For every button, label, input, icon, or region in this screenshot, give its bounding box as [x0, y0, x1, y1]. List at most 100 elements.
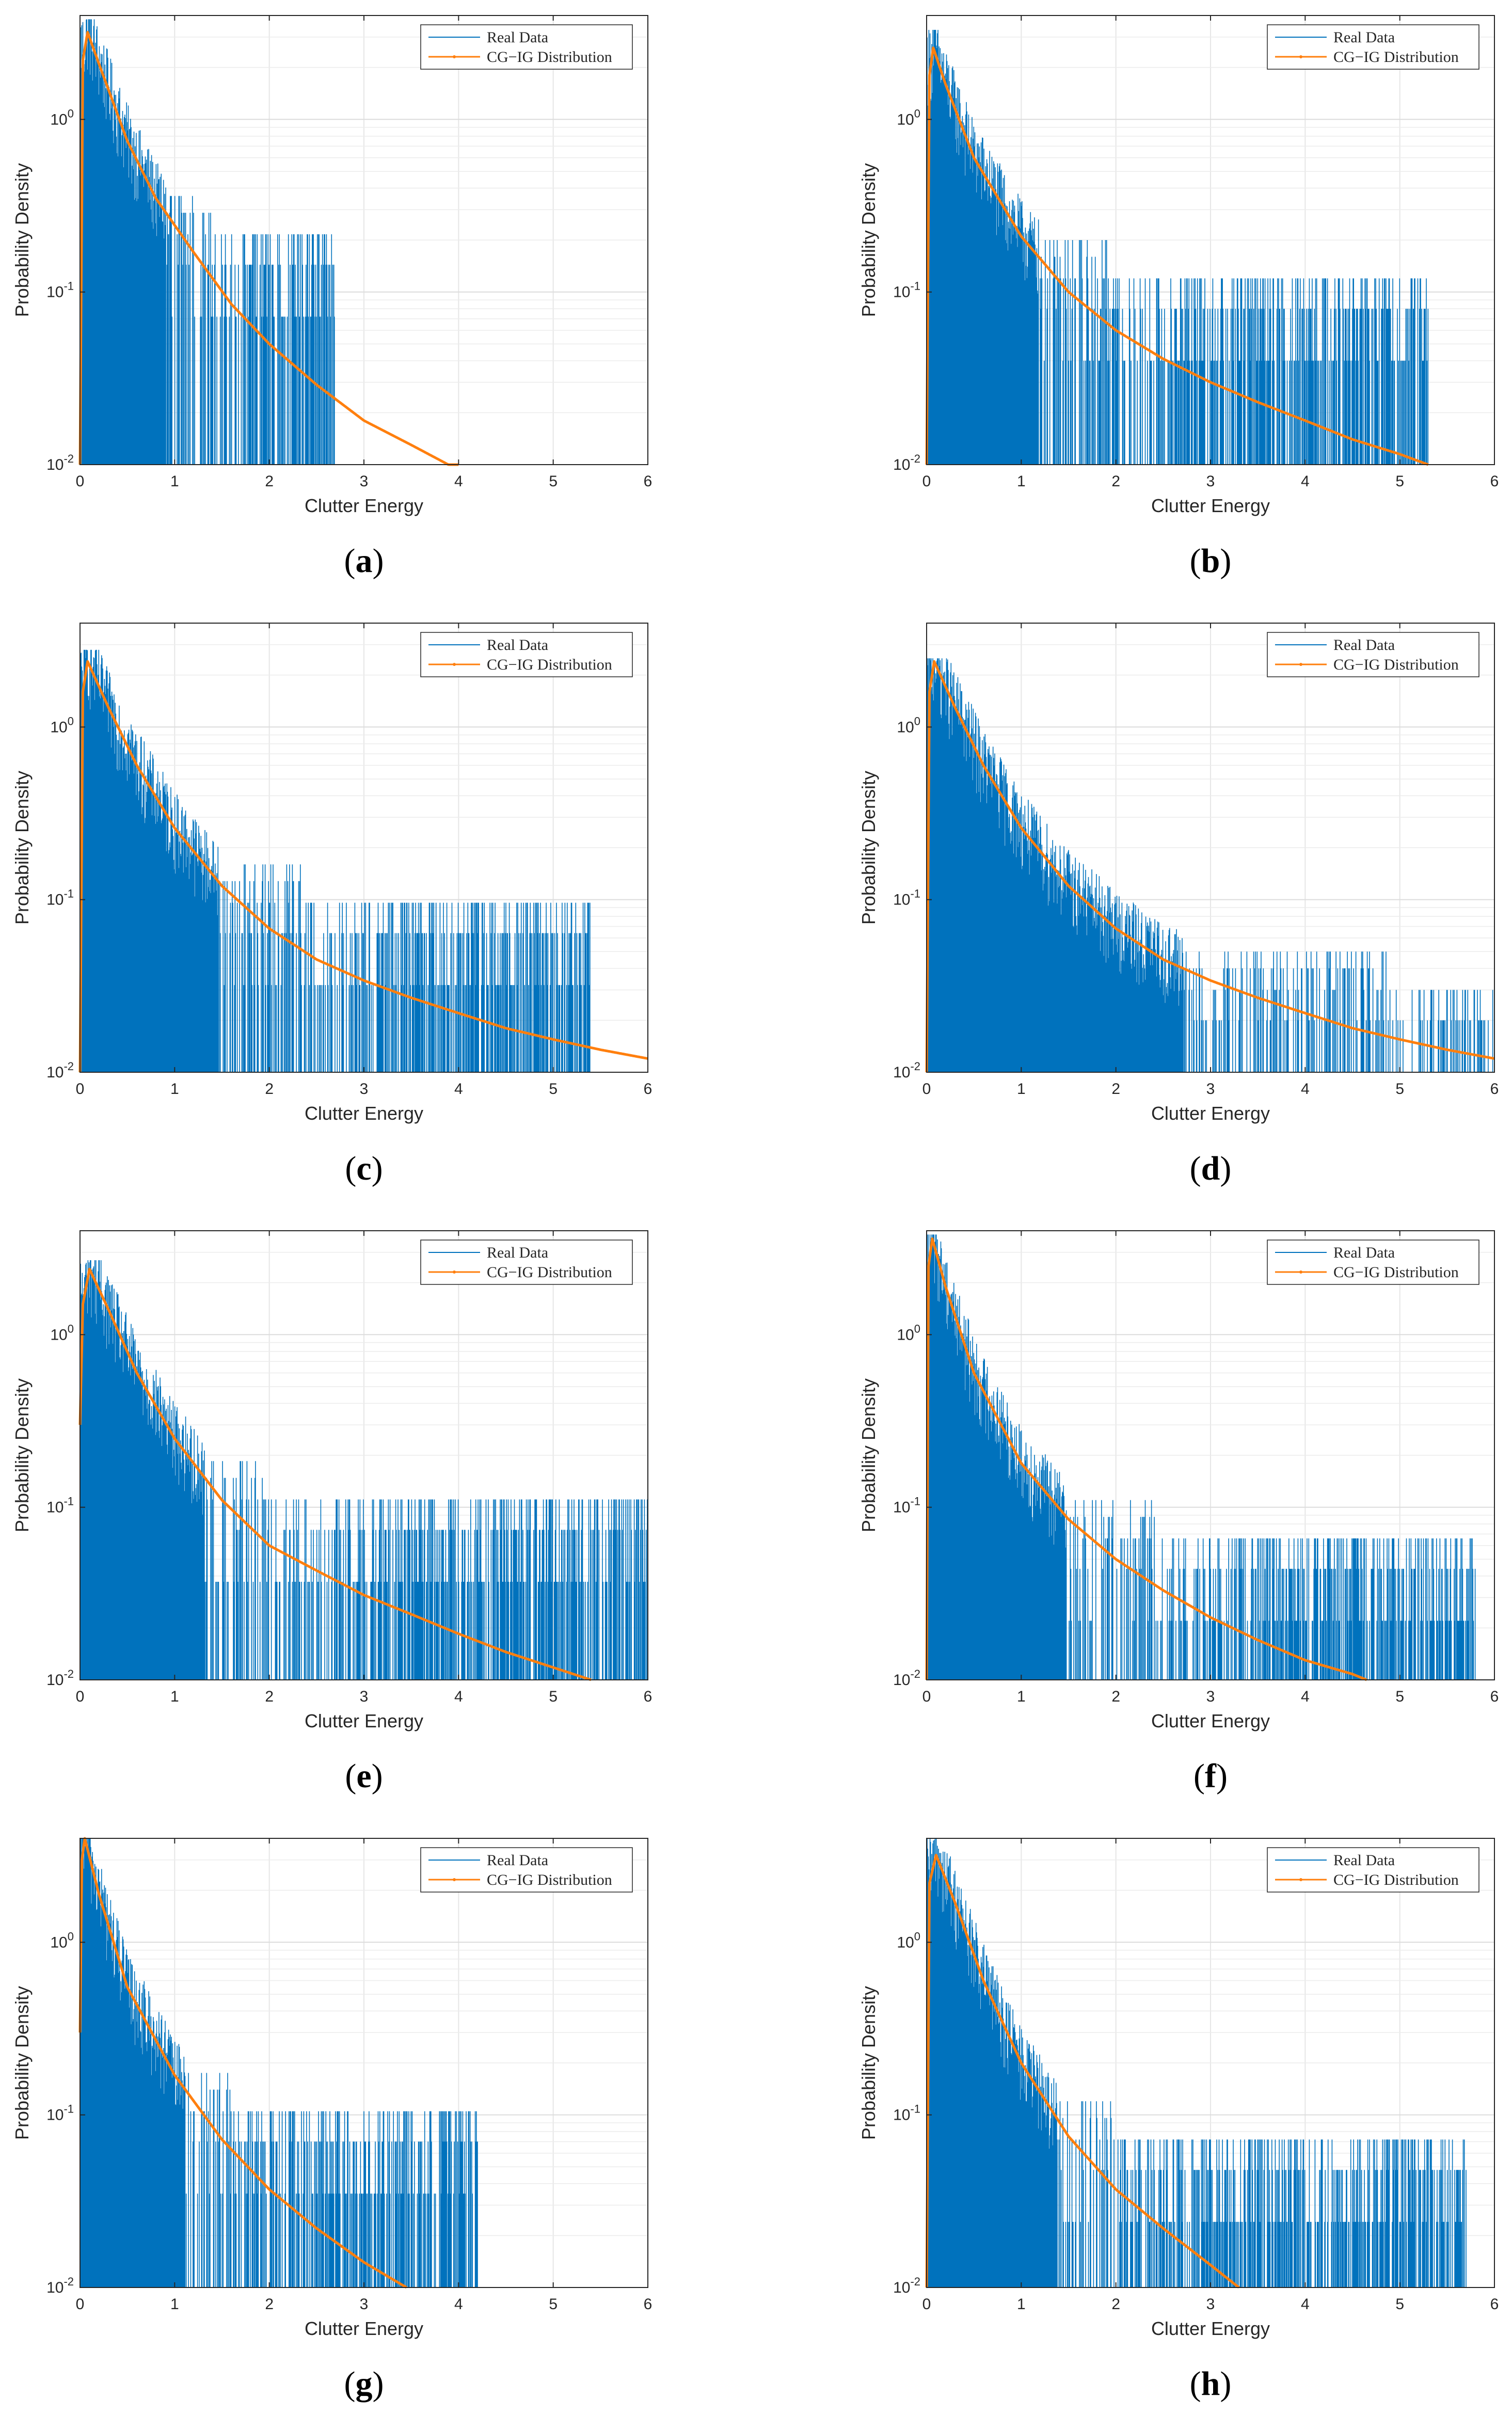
y-tick-label: 10-2	[46, 1667, 74, 1689]
x-tick-label: 5	[1395, 2296, 1404, 2313]
y-tick-label: 10-2	[893, 1667, 920, 1689]
legend-fit-marker	[1299, 663, 1302, 666]
legend-box	[1267, 24, 1479, 70]
legend-fit-label: CG−IG Distribution	[487, 656, 612, 673]
x-tick-label: 2	[265, 1688, 274, 1705]
panel-label: (b)	[1190, 542, 1232, 580]
x-tick-label: 2	[265, 473, 274, 490]
x-tick-label: 0	[922, 1081, 931, 1098]
x-tick-label: 1	[170, 2296, 179, 2313]
real-data-series	[80, 1838, 478, 2287]
x-axis-label: Clutter Energy	[305, 1710, 423, 1731]
x-tick-label: 3	[1206, 1688, 1215, 1705]
x-tick-label: 0	[922, 2296, 931, 2313]
y-axis-label: Probability Density	[858, 1986, 879, 2140]
y-tick-label: 100	[897, 714, 920, 736]
legend-real-label: Real Data	[487, 1852, 548, 1869]
legend-fit-marker	[453, 1270, 456, 1274]
x-tick-label: 5	[1395, 1688, 1404, 1705]
x-tick-label: 6	[1490, 1688, 1499, 1705]
x-axis-label: Clutter Energy	[305, 2318, 423, 2339]
x-tick-label: 6	[1490, 2296, 1499, 2313]
y-tick-label: 100	[50, 1322, 74, 1343]
legend-fit-marker	[1299, 55, 1302, 58]
y-tick-label: 100	[897, 107, 920, 128]
x-tick-label: 5	[549, 473, 558, 490]
y-axis-label: Probability Density	[858, 163, 879, 317]
legend-real-label: Real Data	[1333, 1244, 1395, 1261]
cg-ig-fit-series	[78, 30, 459, 466]
x-tick-label: 3	[360, 1688, 369, 1705]
x-tick-label: 4	[1301, 473, 1310, 490]
x-tick-label: 1	[170, 473, 179, 490]
x-tick-label: 6	[644, 473, 652, 490]
x-tick-label: 5	[549, 1081, 558, 1098]
panel-label: (e)	[345, 1757, 383, 1795]
y-axis-label: Probability Density	[11, 1378, 33, 1532]
x-tick-label: 0	[76, 1688, 85, 1705]
x-tick-label: 1	[1017, 473, 1026, 490]
y-tick-label: 10-2	[893, 1060, 920, 1081]
cg-ig-fit-series	[78, 1267, 592, 1681]
y-tick-label: 10-2	[46, 2275, 74, 2296]
x-tick-label: 1	[1017, 2296, 1026, 2313]
x-tick-label: 5	[549, 1688, 558, 1705]
panel-label: (g)	[344, 2365, 384, 2403]
panel-label: (f)	[1193, 1757, 1228, 1795]
x-tick-label: 0	[922, 1688, 931, 1705]
x-axis-label: Clutter Energy	[1151, 495, 1270, 516]
panel-h: 0 1 2 3 4 5 6 10-2 10-1 100 Clutter Energy Probabil…	[858, 1838, 1499, 2403]
x-axis-label: Clutter Energy	[305, 1103, 423, 1124]
real-data-series	[80, 1260, 648, 1680]
x-tick-label: 6	[644, 1688, 652, 1705]
panel-f: 0 1 2 3 4 5 6 10-2 10-1 100 Clutter Energy Probabil…	[858, 1230, 1499, 1795]
panel-label: (c)	[345, 1150, 383, 1187]
legend-box	[1267, 632, 1479, 677]
panel-e: 0 1 2 3 4 5 6 10-2 10-1 100 Clutter Energy Probabil…	[11, 1230, 652, 1795]
legend-real-label: Real Data	[1333, 637, 1395, 654]
panel-a: 0 1 2 3 4 5 6 10-2 10-1 100 Clutter Energy Probabil…	[11, 15, 652, 580]
x-tick-label: 0	[76, 2296, 85, 2313]
x-tick-label: 6	[1490, 473, 1499, 490]
x-tick-label: 2	[1111, 1688, 1120, 1705]
y-axis-label: Probability Density	[858, 1378, 879, 1532]
panel-g: 0 1 2 3 4 5 6 10-2 10-1 100 Clutter Energy Probabil…	[11, 1837, 652, 2403]
legend-fit-label: CG−IG Distribution	[1333, 656, 1459, 673]
legend-real-label: Real Data	[487, 1244, 548, 1261]
x-tick-label: 4	[454, 2296, 463, 2313]
x-tick-label: 3	[1206, 2296, 1215, 2313]
x-tick-label: 0	[922, 473, 931, 490]
x-tick-label: 3	[1206, 473, 1215, 490]
y-tick-label: 10-1	[46, 1495, 74, 1516]
x-axis-label: Clutter Energy	[1151, 1103, 1270, 1124]
panel-label: (d)	[1190, 1150, 1232, 1187]
y-tick-label: 10-2	[46, 452, 74, 473]
x-tick-label: 1	[170, 1688, 179, 1705]
cg-ig-fit-series	[925, 1853, 1240, 2289]
x-tick-label: 6	[644, 1081, 652, 1098]
legend-fit-label: CG−IG Distribution	[487, 1871, 612, 1888]
legend-fit-marker	[1299, 1270, 1302, 1274]
legend-fit-marker	[453, 663, 456, 666]
legend-real-label: Real Data	[487, 29, 548, 46]
legend-box	[1267, 1847, 1479, 1893]
y-tick-label: 10-1	[893, 1495, 920, 1516]
y-tick-label: 100	[50, 1930, 74, 1951]
x-tick-label: 2	[265, 1081, 274, 1098]
panel-label: (a)	[344, 542, 384, 580]
cg-ig-fit-series	[925, 1237, 1367, 1681]
y-axis-label: Probability Density	[858, 771, 879, 925]
x-tick-label: 4	[1301, 1688, 1310, 1705]
y-tick-label: 10-2	[893, 452, 920, 473]
x-axis-label: Clutter Energy	[305, 495, 423, 516]
x-tick-label: 3	[1206, 1081, 1215, 1098]
x-tick-label: 4	[454, 1688, 463, 1705]
legend-fit-label: CG−IG Distribution	[487, 1264, 612, 1281]
legend-fit-marker	[453, 55, 456, 58]
x-tick-label: 0	[76, 473, 85, 490]
x-tick-label: 2	[1111, 473, 1120, 490]
x-tick-label: 1	[170, 1081, 179, 1098]
y-axis-label: Probability Density	[11, 771, 33, 925]
x-tick-label: 6	[644, 2296, 652, 2313]
legend-fit-label: CG−IG Distribution	[487, 49, 612, 66]
